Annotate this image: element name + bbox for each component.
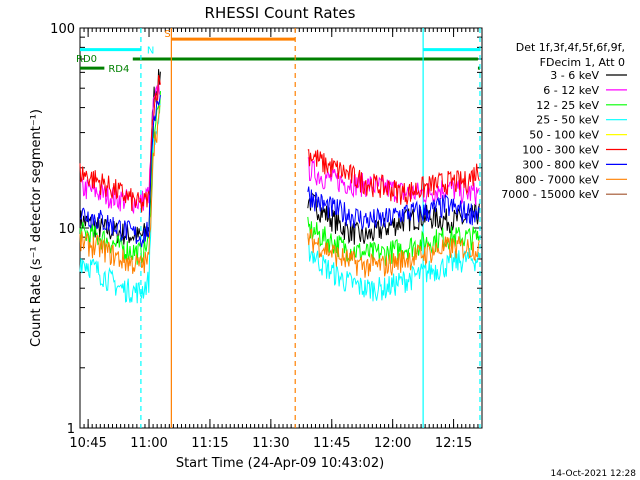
series-line xyxy=(79,74,480,213)
legend-entry: 12 - 25 keV xyxy=(536,99,599,112)
flag-bars xyxy=(80,37,480,70)
flag-annotations: NS RD0 RD4 xyxy=(76,29,171,75)
annotation-s: S xyxy=(164,29,170,40)
x-tick-label: 11:45 xyxy=(313,436,350,451)
y-axis: 1 10 100 xyxy=(50,22,482,437)
footer-timestamp: 14-Oct-2021 12:28 xyxy=(551,469,637,479)
series-lines xyxy=(79,69,480,304)
vertical-markers xyxy=(140,28,481,428)
series-line xyxy=(79,83,480,215)
legend-entry: 7000 - 15000 keV xyxy=(501,188,599,201)
series-line xyxy=(79,103,480,304)
legend-entry: 800 - 7000 keV xyxy=(515,173,599,186)
series-line xyxy=(79,69,480,245)
x-tick-label: 12:15 xyxy=(435,436,472,451)
legend-header: Det 1f,3f,4f,5f,6f,9f, xyxy=(516,41,625,54)
y-tick-label: 100 xyxy=(50,22,75,37)
chart-title: RHESSI Count Rates xyxy=(205,4,356,22)
y-axis-label: Count Rate (s⁻¹ detector segment⁻¹) xyxy=(29,109,44,347)
plot-frame xyxy=(79,27,483,429)
legend-entry: 25 - 50 keV xyxy=(536,114,599,127)
y-tick-label: 10 xyxy=(58,222,75,237)
legend-entry: 300 - 800 keV xyxy=(522,158,599,171)
legend-entry: 3 - 6 keV xyxy=(550,69,599,82)
x-axis-label: Start Time (24-Apr-09 10:43:02) xyxy=(176,456,384,471)
legend-entry: 50 - 100 keV xyxy=(529,129,599,142)
series-line xyxy=(80,95,480,248)
legend: Det 1f,3f,4f,5f,6f,9f, FDecim 1, Att 03 -… xyxy=(501,41,627,201)
legend-entry: 6 - 12 keV xyxy=(543,84,599,97)
y-tick-label: 1 xyxy=(67,422,75,437)
series-line xyxy=(79,105,480,278)
x-tick-label: 10:45 xyxy=(69,436,106,451)
x-tick-label: 11:15 xyxy=(191,436,228,451)
legend-header: FDecim 1, Att 0 xyxy=(540,56,625,69)
x-axis: 10:45 11:00 11:15 11:30 11:45 12:00 12:15 xyxy=(69,28,483,451)
annotation-n: N xyxy=(147,46,154,57)
x-tick-label: 11:00 xyxy=(130,436,167,451)
annotation-rd4: RD4 xyxy=(108,64,129,75)
legend-entry: 100 - 300 keV xyxy=(522,144,599,157)
x-tick-label: 11:30 xyxy=(252,436,289,451)
x-tick-label: 12:00 xyxy=(374,436,411,451)
annotation-rd0: RD0 xyxy=(76,54,97,65)
